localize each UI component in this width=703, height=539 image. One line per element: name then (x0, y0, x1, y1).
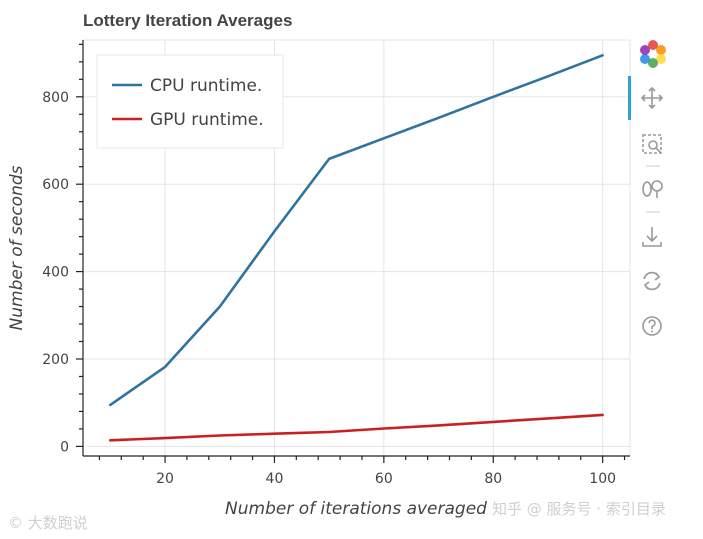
watermark-left: © 大数跑说 (8, 514, 88, 532)
y-axis-label: Number of seconds (7, 165, 27, 330)
y-tick-label: 200 (42, 352, 69, 368)
pan-icon[interactable] (640, 86, 664, 110)
legend-label-gpu: GPU runtime. (150, 110, 264, 130)
legend-label-cpu: CPU runtime. (150, 76, 262, 96)
chart-title: Lottery Iteration Averages (83, 11, 292, 30)
box-zoom-icon[interactable] (642, 134, 662, 154)
x-tick-label: 60 (375, 471, 393, 487)
reset-icon[interactable] (643, 271, 661, 291)
save-icon[interactable] (642, 227, 662, 247)
help-icon[interactable] (642, 316, 662, 336)
x-tick-label: 100 (589, 471, 616, 487)
watermark-right: 知乎 @ 服务号 · 索引目录 (492, 500, 666, 518)
y-tick-label: 400 (42, 265, 69, 281)
y-tick-label: 0 (60, 439, 69, 455)
x-tick-label: 80 (484, 471, 502, 487)
y-axis-ticks (76, 43, 83, 447)
series-layer (109, 53, 604, 442)
series-line-gpu[interactable] (109, 413, 604, 442)
legend[interactable]: CPU runtime. GPU runtime. (96, 54, 284, 149)
legend-box (96, 54, 284, 149)
active-tool-indicator (628, 76, 631, 120)
x-axis-ticks (98, 456, 626, 463)
wheel-zoom-icon[interactable] (642, 180, 663, 198)
x-tick-label: 20 (156, 471, 174, 487)
x-axis-label: Number of iterations averaged (225, 499, 487, 519)
y-tick-label: 600 (42, 177, 69, 193)
series-line-cpu[interactable] (109, 53, 604, 407)
toolbar (628, 40, 666, 336)
y-tick-label: 800 (42, 90, 69, 106)
x-tick-labels: 20 40 60 80 100 (156, 471, 616, 487)
y-tick-labels: 0 200 400 600 800 (42, 90, 69, 456)
bokeh-logo-icon[interactable] (640, 40, 666, 68)
x-tick-label: 40 (266, 471, 284, 487)
